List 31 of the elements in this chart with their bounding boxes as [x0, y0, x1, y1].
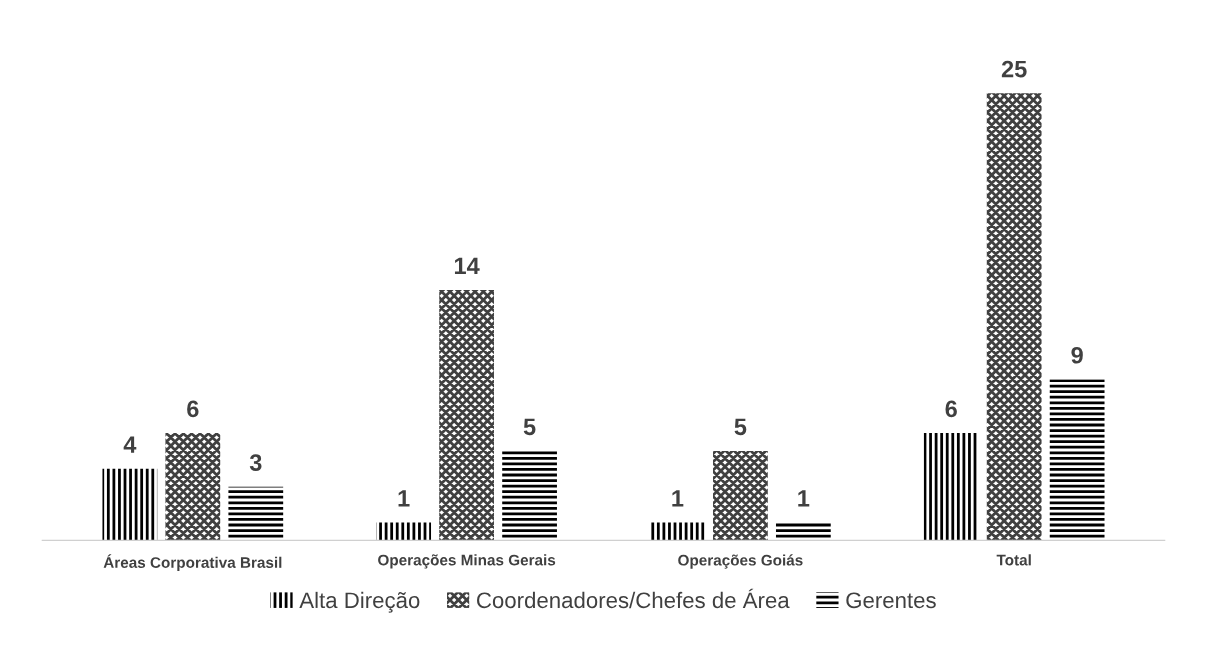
data-label: 6 [945, 400, 957, 418]
data-label: 1 [672, 490, 684, 507]
bar [713, 450, 768, 541]
data-label: 9 [1071, 346, 1083, 364]
x-tick-label: Operações Goiás [678, 554, 803, 569]
data-label: 5 [523, 418, 536, 436]
bar [1049, 379, 1105, 541]
data-label: 4 [123, 436, 137, 453]
bar [376, 522, 432, 541]
x-tick-label: Áreas Corporativa Brasil [103, 554, 282, 571]
x-tick-label: Operações Minas Gerais [378, 554, 556, 569]
data-label: 5 [734, 418, 747, 436]
bar [502, 450, 557, 541]
bar [102, 468, 158, 541]
data-label: 1 [798, 490, 810, 507]
bar [650, 522, 705, 541]
data-label: 25 [1001, 60, 1027, 78]
data-label: 6 [187, 400, 199, 418]
legend-label: Alta Direção [299, 591, 420, 613]
bar [986, 93, 1042, 541]
x-tick-label: Total [996, 554, 1031, 566]
legend-label: Coordenadores/Chefes de Área [477, 588, 790, 609]
bar [165, 433, 221, 541]
legend-label: Gerentes [846, 592, 936, 609]
data-label: 14 [454, 257, 480, 274]
bar [923, 433, 979, 541]
bar [439, 289, 494, 541]
bar [775, 522, 831, 541]
data-label: 1 [398, 490, 410, 507]
bar [228, 486, 284, 541]
data-label: 3 [249, 454, 262, 471]
